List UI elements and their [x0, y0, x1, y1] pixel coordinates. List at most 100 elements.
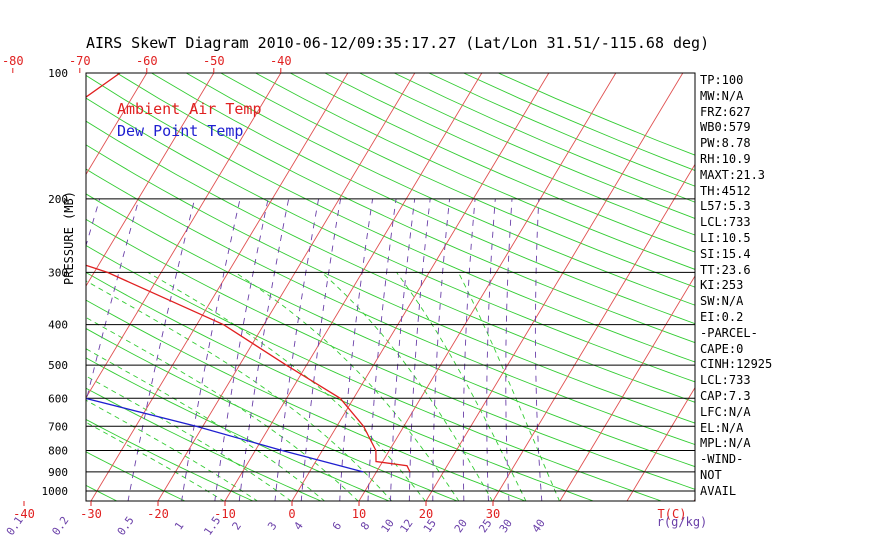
isotherm-line	[0, 73, 13, 501]
dew-point-temp-line	[86, 397, 364, 473]
isotherm-line	[157, 73, 416, 501]
mixing-ratio-label: 10	[379, 517, 397, 535]
top-tick-label: -70	[69, 54, 91, 68]
stability-index: -WIND-	[700, 452, 744, 467]
mixing-ratio-label: 15	[421, 517, 439, 535]
y-axis-label: PRESSURE (MB)	[62, 191, 76, 285]
dry-adiabat	[0, 73, 50, 502]
mixing-ratio-line	[339, 198, 374, 501]
pressure-tick-label: 800	[48, 444, 68, 457]
pressure-tick-label: 700	[48, 420, 68, 433]
mixing-ratio-label: 40	[530, 517, 548, 535]
stability-index: NOT	[700, 468, 722, 482]
mixing-ratio-label: 20	[452, 517, 470, 535]
mixing-ratio-label: 25	[476, 517, 494, 535]
ambient-air-temp-line	[86, 73, 411, 473]
chart-title: AIRS SkewT Diagram 2010-06-12/09:35:17.2…	[86, 34, 710, 52]
mixing-ratio-line	[408, 198, 431, 501]
moist-adiabats	[86, 272, 560, 501]
bottom-tick-label: -10	[214, 507, 236, 521]
mixing-ratio-line	[367, 198, 397, 501]
bottom-tick-label: 30	[486, 507, 500, 521]
mixing-ratio-label: 0.2	[49, 514, 71, 538]
mixing-ratio-line	[238, 198, 290, 501]
mixing-ratio-label: 3	[265, 520, 279, 533]
mixing-ratio-label: 30	[497, 517, 515, 535]
stability-index: MW:N/A	[700, 88, 744, 103]
stability-index: MPL:N/A	[700, 436, 751, 451]
dry-adiabat	[86, 144, 695, 424]
pressure-ticks: 100 200 300 400 500 600 700 800 900 1000	[42, 67, 69, 498]
dry-adiabat	[220, 73, 695, 288]
mixing-ratio-label: 8	[358, 520, 372, 533]
pressure-tick-label: 400	[48, 319, 68, 332]
isotherm-line	[86, 73, 148, 176]
bottom-tick-label: -20	[147, 507, 169, 521]
isotherm-line	[224, 73, 483, 501]
mixing-ratio-unit-label: r(g/kg)	[657, 515, 708, 529]
top-tick-label: -50	[203, 54, 225, 68]
legend-ambient-air-temp: Ambient Air Temp	[117, 100, 262, 118]
bottom-tick-label: -30	[80, 507, 102, 521]
stability-index: EL:N/A	[700, 420, 744, 435]
stability-index: LFC:N/A	[700, 404, 751, 419]
stability-index: L57:5.3	[700, 199, 751, 214]
mixing-ratio-line	[181, 198, 241, 501]
dry-adiabat	[289, 73, 695, 253]
mixing-ratio-line	[214, 198, 269, 501]
mixing-ratio-line	[390, 198, 416, 501]
mixing-ratio-label: 6	[330, 520, 344, 533]
moist-adiabat	[86, 399, 259, 501]
top-tick-label: -40	[270, 54, 292, 68]
dry-adiabat	[86, 120, 695, 403]
isotherm-line	[90, 73, 349, 501]
stability-index: TH:4512	[700, 183, 751, 198]
pressure-tick-label: 900	[48, 466, 68, 479]
isotherm-line	[0, 73, 80, 501]
stability-index: EI:0.2	[700, 310, 744, 324]
mixing-ratio-line	[462, 198, 476, 501]
profile-series	[86, 73, 411, 473]
moist-adiabat	[86, 316, 359, 501]
bottom-axis-unit-label: T(C)	[658, 507, 687, 521]
legend-dew-point-temp: Dew Point Temp	[117, 122, 244, 140]
pressure-tick-label: 600	[48, 392, 68, 405]
mixing-ratio-line	[300, 198, 342, 501]
dry-adiabat	[86, 168, 695, 446]
isotherm-line	[358, 73, 617, 501]
stability-index: SI:15.4	[700, 246, 751, 261]
stability-index: LI:10.5	[700, 231, 751, 245]
moist-adiabat	[147, 272, 426, 501]
moist-adiabat	[86, 348, 326, 501]
mixing-ratio-label: 12	[397, 517, 415, 535]
mixing-ratio-line	[127, 198, 196, 501]
mixing-ratio-line	[274, 198, 320, 501]
dry-adiabat	[86, 271, 595, 501]
top-temperature-ticks: -120-110-100-90-80-70-60-50-40	[2, 54, 292, 73]
dry-adiabat	[86, 74, 695, 363]
pressure-tick-label: 300	[48, 266, 68, 279]
stability-index: LCL:733	[700, 373, 751, 388]
dry-adiabat	[86, 484, 118, 501]
mixing-ratio-line	[534, 198, 543, 501]
dry-adiabat	[463, 73, 695, 172]
isotherm-line	[86, 73, 282, 399]
stability-index: RH:10.9	[700, 152, 751, 166]
isotherm-line	[559, 275, 695, 501]
dry-adiabat	[116, 73, 695, 344]
stability-index: MAXT:21.3	[700, 167, 766, 182]
dry-adiabat	[86, 193, 695, 468]
moist-adiabat	[86, 280, 393, 501]
stability-index: CAP:7.3	[700, 389, 751, 403]
stability-index: WB0:579	[700, 120, 751, 135]
stability-index: KI:253	[700, 278, 744, 293]
mixing-ratio-lines	[86, 198, 543, 501]
plot-frame	[85, 72, 696, 502]
moist-adiabat	[396, 272, 527, 501]
bottom-tick-label: 0	[288, 507, 295, 521]
stability-index: FRZ:627	[700, 104, 751, 119]
stability-index: TT:23.6	[700, 262, 751, 277]
dry-adiabat	[185, 73, 695, 306]
dry-adiabat	[86, 97, 695, 383]
